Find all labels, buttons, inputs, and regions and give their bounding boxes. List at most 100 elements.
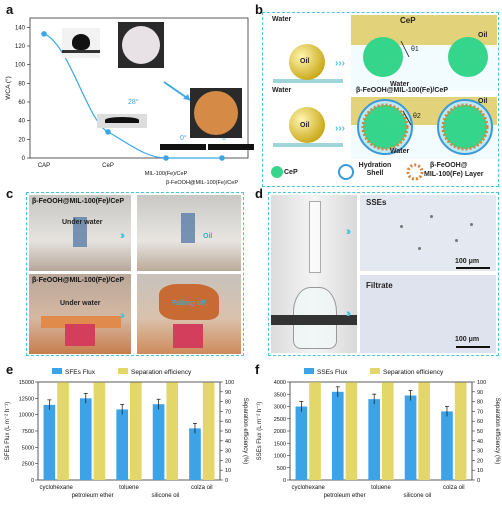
xtick-label: cyclohexane [292, 485, 326, 491]
c-arrow-top: ››› [120, 230, 125, 242]
c-photo-bottom-left [29, 274, 131, 354]
cap-surface-inset [118, 22, 164, 68]
ytick-right-label: 30 [477, 449, 483, 455]
ytick-left-label: 0 [31, 478, 34, 484]
panel-label-c: c [6, 186, 14, 201]
ytick-right-label: 70 [225, 409, 231, 415]
b-bottom-oil-label: Oil [300, 122, 310, 129]
legend-efficiency-label: Separation efficiency [383, 369, 444, 376]
legend-flux-label: SSEs Flux [317, 369, 348, 376]
panel-b-frame [262, 12, 499, 187]
panel-d-frame [268, 192, 499, 356]
xtick-label: silicone oil [404, 493, 432, 499]
mof-layer-1 [361, 103, 409, 151]
wetting-schematic: ››› ››› [265, 15, 497, 185]
ytick-left-label: 4000 [274, 380, 286, 386]
xtick-label: colza oil [191, 485, 213, 491]
d-scale-bar-bottom [456, 346, 490, 348]
flux-bar [368, 399, 380, 480]
legend-efficiency-swatch [118, 368, 128, 374]
legend-layer-line2: MIL-100(Fe) Layer [424, 171, 484, 178]
b-bottom-water-bottom-label: Water [390, 148, 410, 155]
flat-film-inset-2 [208, 144, 254, 150]
a-data-point [219, 155, 225, 161]
b-top-water-label: Water [272, 16, 292, 23]
ytick-right-label: 20 [477, 458, 483, 464]
flux-bar [79, 398, 92, 480]
efficiency-bar [166, 382, 179, 480]
ytick-right-label: 80 [477, 400, 483, 406]
panel-label-f: f [255, 362, 260, 377]
ytick-right-label: 90 [477, 390, 483, 396]
ytick-left-label: 15000 [19, 380, 34, 386]
xtick-label: toluene [371, 485, 391, 491]
d-filtrate-micrograph [360, 275, 496, 353]
coated-surface-inset [190, 88, 242, 138]
svg-text:›››: ››› [335, 58, 345, 69]
ytick-right-label: 90 [225, 390, 231, 396]
a-annotation-0-1: 0° [180, 134, 187, 142]
c-arrow-bottom: ››› [120, 310, 125, 322]
a-data-point [105, 129, 111, 135]
ytick-left-label: 0 [283, 478, 286, 484]
b-top-water-bottom-label: Water [390, 81, 410, 88]
efficiency-bar [57, 382, 69, 480]
svg-text:›››: ››› [335, 123, 345, 134]
efficiency-bar [418, 382, 431, 480]
a-arrowhead [183, 94, 190, 100]
legend-cep-swatch [271, 166, 283, 178]
a-ytick-label: 20 [18, 137, 25, 143]
ytick-left-label: 3000 [274, 405, 286, 411]
ytick-right-label: 50 [225, 429, 231, 435]
legend-flux-swatch [52, 368, 62, 374]
oil-droplet-top [289, 44, 325, 80]
ytick-left-label: 7500 [22, 429, 34, 435]
a-ytick-label: 60 [18, 100, 25, 106]
b-bottom-title: β-FeOOH@MIL-100(Fe)/CeP [356, 87, 448, 94]
oil-droplet-bottom [289, 107, 325, 143]
c-bottom-title: β-FeOOH@MIL-100(Fe)/CeP [32, 277, 124, 284]
a-annotation-0-2: 0° [222, 134, 229, 142]
panel-c-frame [26, 192, 244, 356]
c-top-title: β-FeOOH@MIL-100(Fe)/CeP [32, 198, 124, 205]
c-photo-bottom-right [137, 274, 241, 354]
ytick-left-label: 2500 [274, 417, 286, 423]
b-bottom-theta: θ2 [413, 113, 421, 120]
b-top-oil-label: Oil [300, 58, 310, 65]
b-bottom-oil-right-label: Oil [478, 98, 488, 105]
ytick-right-label: 60 [477, 419, 483, 425]
a-xtick-label: CeP [102, 163, 114, 169]
cep-fiber-1 [363, 37, 403, 77]
a-ytick-label: 120 [15, 44, 26, 50]
xtick-label: toluene [119, 485, 139, 491]
flux-bar [295, 406, 308, 480]
xtick-label: petroleum ether [324, 493, 366, 499]
d-sses-micrograph [360, 195, 496, 271]
ylabel-left: SSEs Flux (L m⁻² h⁻¹) [257, 402, 263, 461]
legend-cep-label: CeP [284, 169, 298, 176]
legend-flux-swatch [304, 368, 314, 374]
efficiency-bar [130, 382, 142, 480]
ytick-right-label: 0 [477, 478, 480, 484]
ytick-left-label: 2500 [22, 462, 34, 468]
ytick-right-label: 60 [225, 419, 231, 425]
c-under-water-2: Under water [60, 300, 101, 307]
c-oil-label: Oil [203, 233, 213, 240]
a-ytick-label: 0 [22, 156, 26, 162]
cep-fiber-2 [448, 37, 488, 77]
b-top-cep-label: CeP [400, 16, 416, 25]
a-ytick-label: 100 [15, 63, 26, 69]
a-plot-frame [29, 17, 249, 159]
xtick-label: silicone oil [152, 493, 180, 499]
ytick-left-label: 2000 [274, 429, 286, 435]
d-filtration-apparatus-photo [271, 195, 357, 353]
panel-label-d: d [255, 186, 263, 201]
ytick-left-label: 1000 [274, 454, 286, 460]
legend-hydration-swatch [338, 164, 354, 180]
ytick-left-label: 5000 [22, 445, 34, 451]
d-filtrate-label: Filtrate [366, 281, 393, 290]
a-annotation-28: 28° [128, 98, 139, 106]
a-ytick-label: 40 [18, 119, 25, 125]
ylabel-right: Separation efficiency (%) [494, 398, 500, 465]
droplet-28-inset [97, 114, 147, 128]
